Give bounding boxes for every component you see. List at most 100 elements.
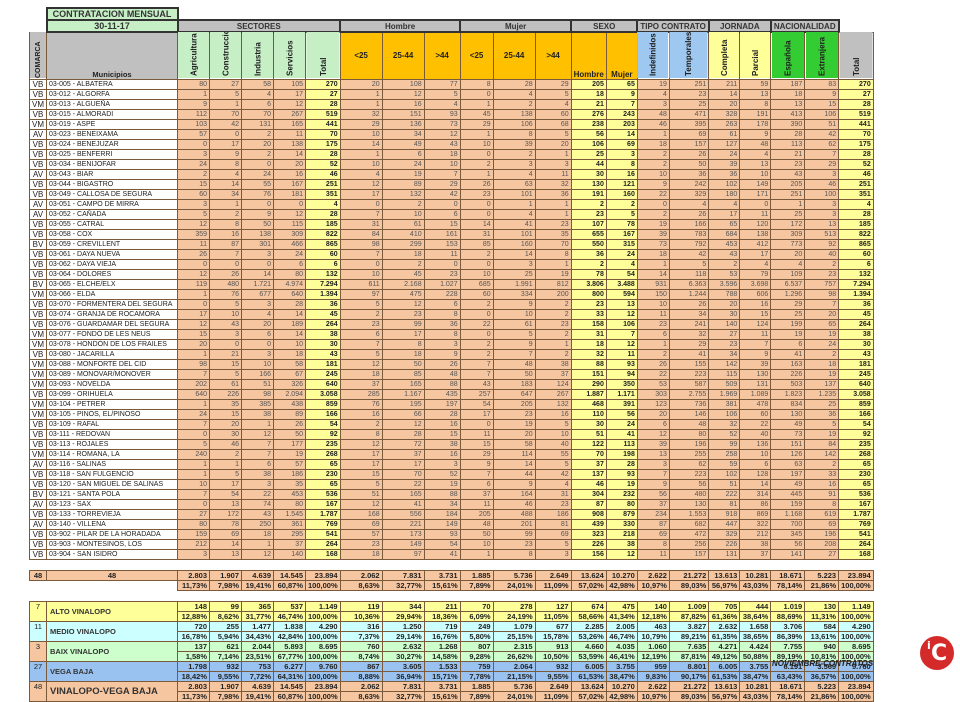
- cell-hg44[interactable]: 4: [423, 98, 461, 110]
- cell-m2544[interactable]: 39: [492, 138, 536, 150]
- cell-parc[interactable]: 37: [739, 548, 772, 560]
- cell-hg44[interactable]: 0: [423, 198, 461, 210]
- cell-agr[interactable]: 80: [177, 78, 210, 90]
- cell-ind[interactable]: 76: [241, 188, 274, 200]
- cell-mg44[interactable]: 55: [534, 448, 572, 460]
- municipio-name[interactable]: 03-105 - PINÓS, EL/PINOSO: [46, 408, 178, 420]
- table-row[interactable]: AV 03-116 - SALINAS 1 1 6 57 65 17 17 3 9 14 5 37 28 3 6…: [29, 458, 874, 470]
- cell-ser[interactable]: 186: [273, 468, 306, 480]
- cell-hl25[interactable]: 5: [339, 348, 383, 360]
- cell-ind[interactable]: 55: [241, 178, 274, 190]
- cell-hl25[interactable]: 7: [339, 338, 383, 350]
- cell-con[interactable]: 226: [209, 388, 242, 400]
- cell-indef[interactable]: 87: [636, 518, 670, 530]
- cell-m2544[interactable]: 23: [492, 408, 536, 420]
- table-row[interactable]: VB 03-049 - CALLOSA DE SEGURA 60 34 76 181 351…: [29, 188, 874, 200]
- cell-agr[interactable]: 24: [177, 158, 210, 170]
- cell-indef[interactable]: 11: [636, 308, 670, 320]
- cell-con[interactable]: 87: [209, 238, 242, 250]
- cell-hom[interactable]: 1.887: [570, 388, 607, 400]
- table-row[interactable]: VM 03-077 - FONDÓ DE LES NEUS 15 3 6 14 38 6 17 8…: [29, 328, 874, 340]
- cell-temp[interactable]: 32: [668, 328, 710, 340]
- cell-mg44[interactable]: 23: [534, 318, 572, 330]
- cell-esp[interactable]: 18: [770, 88, 806, 100]
- municipio-name[interactable]: 03-109 - RAFAL: [46, 418, 178, 430]
- cell-ind[interactable]: 6: [241, 328, 274, 340]
- cell-muj[interactable]: 1.171: [605, 388, 638, 400]
- cell-m2544[interactable]: 20: [492, 428, 536, 440]
- cell-m2544[interactable]: 25: [492, 268, 536, 280]
- cell-agr[interactable]: 80: [177, 518, 210, 530]
- cell-h2544[interactable]: 18: [381, 248, 425, 260]
- cell-ml25[interactable]: 8: [459, 78, 494, 90]
- cell-ind[interactable]: 3: [241, 478, 274, 490]
- cell-ml25[interactable]: 15: [459, 438, 494, 450]
- cell-mg44[interactable]: 40: [534, 438, 572, 450]
- cell-agr[interactable]: 5: [177, 438, 210, 450]
- cell-agr[interactable]: 20: [177, 338, 210, 350]
- cell-con[interactable]: 0: [209, 338, 242, 350]
- cell-m2544[interactable]: 183: [492, 378, 536, 390]
- cell-muj[interactable]: 4: [605, 258, 638, 270]
- cell-h2544[interactable]: 108: [381, 78, 425, 90]
- cell-ser[interactable]: 12: [273, 98, 306, 110]
- cell-ind[interactable]: 2: [241, 128, 274, 140]
- cell-h2544[interactable]: 475: [381, 288, 425, 300]
- cell-con[interactable]: 15: [209, 408, 242, 420]
- cell-agr[interactable]: 0: [177, 428, 210, 440]
- cell-ind[interactable]: 301: [241, 238, 274, 250]
- municipio-name[interactable]: 03-015 - ALMORADI: [46, 108, 178, 120]
- municipio-name[interactable]: 03-111 - REDOVAN: [46, 428, 178, 440]
- municipio-name[interactable]: 03-113 - ROJALES: [46, 438, 178, 450]
- cell-ext[interactable]: 19: [804, 368, 840, 380]
- municipio-name[interactable]: 03-121 - SANTA POLA: [46, 488, 178, 500]
- cell-tot[interactable]: 28: [305, 208, 341, 220]
- cell-temp[interactable]: 241: [668, 318, 710, 330]
- municipio-name[interactable]: 03-902 - PILAR DE LA HORADADA: [46, 528, 178, 540]
- cell-ser[interactable]: 267: [273, 108, 306, 120]
- cell-parc[interactable]: 11: [739, 328, 772, 340]
- cell-indef[interactable]: 22: [636, 188, 670, 200]
- cell-muj[interactable]: 24: [605, 248, 638, 260]
- cell-agr[interactable]: 17: [177, 308, 210, 320]
- cell-ml25[interactable]: 50: [459, 528, 494, 540]
- cell-h2544[interactable]: 89: [381, 178, 425, 190]
- cell-temp[interactable]: 587: [668, 378, 710, 390]
- cell-muj[interactable]: 167: [605, 228, 638, 240]
- cell-parc[interactable]: 79: [739, 268, 772, 280]
- cell-con[interactable]: 0: [209, 258, 242, 270]
- cell-hg44[interactable]: 8: [423, 328, 461, 340]
- cell-h2544[interactable]: 72: [381, 438, 425, 450]
- municipio-name[interactable]: 03-051 - CAMPO DE MIRRA: [46, 198, 178, 210]
- cell-indef[interactable]: 39: [636, 228, 670, 240]
- cell-ext[interactable]: 36: [804, 408, 840, 420]
- cell-tot[interactable]: 264: [305, 538, 341, 550]
- cell-agr[interactable]: 0: [177, 138, 210, 150]
- cell-esp[interactable]: 345: [770, 528, 806, 540]
- cell-agr[interactable]: 12: [177, 268, 210, 280]
- cell-total[interactable]: 92: [838, 428, 874, 440]
- table-row[interactable]: VB 03-055 - CATRAL 12 8 50 115 185 31 61 15 14 41 23…: [29, 218, 874, 230]
- cell-h2544[interactable]: 34: [381, 128, 425, 140]
- table-row[interactable]: VB 03-113 - ROJALES 5 46 7 177 235 12 72 38 15 58 40…: [29, 438, 874, 450]
- cell-hl25[interactable]: 14: [339, 138, 383, 150]
- table-row[interactable]: BV 03-121 - SANTA POLA 7 54 22 453 536 51 165 88 3…: [29, 488, 874, 500]
- cell-muj[interactable]: 232: [605, 488, 638, 500]
- cell-m2544[interactable]: 99: [492, 528, 536, 540]
- cell-hom[interactable]: 36: [570, 248, 607, 260]
- cell-parc[interactable]: 3.698: [739, 278, 772, 290]
- cell-comp[interactable]: 102: [708, 178, 741, 190]
- cell-total[interactable]: 27: [838, 88, 874, 100]
- cell-ind[interactable]: 50: [241, 218, 274, 230]
- cell-comp[interactable]: 684: [708, 228, 741, 240]
- cell-muj[interactable]: 11: [605, 348, 638, 360]
- cell-con[interactable]: 13: [209, 498, 242, 510]
- cell-muj[interactable]: 160: [605, 188, 638, 200]
- cell-mg44[interactable]: 20: [534, 138, 572, 150]
- cell-ml25[interactable]: 37: [459, 488, 494, 500]
- cell-agr[interactable]: 1: [177, 348, 210, 360]
- cell-ml25[interactable]: 14: [459, 218, 494, 230]
- cell-h2544[interactable]: 17: [381, 328, 425, 340]
- cell-hg44[interactable]: 34: [423, 498, 461, 510]
- cell-ext[interactable]: 29: [804, 158, 840, 170]
